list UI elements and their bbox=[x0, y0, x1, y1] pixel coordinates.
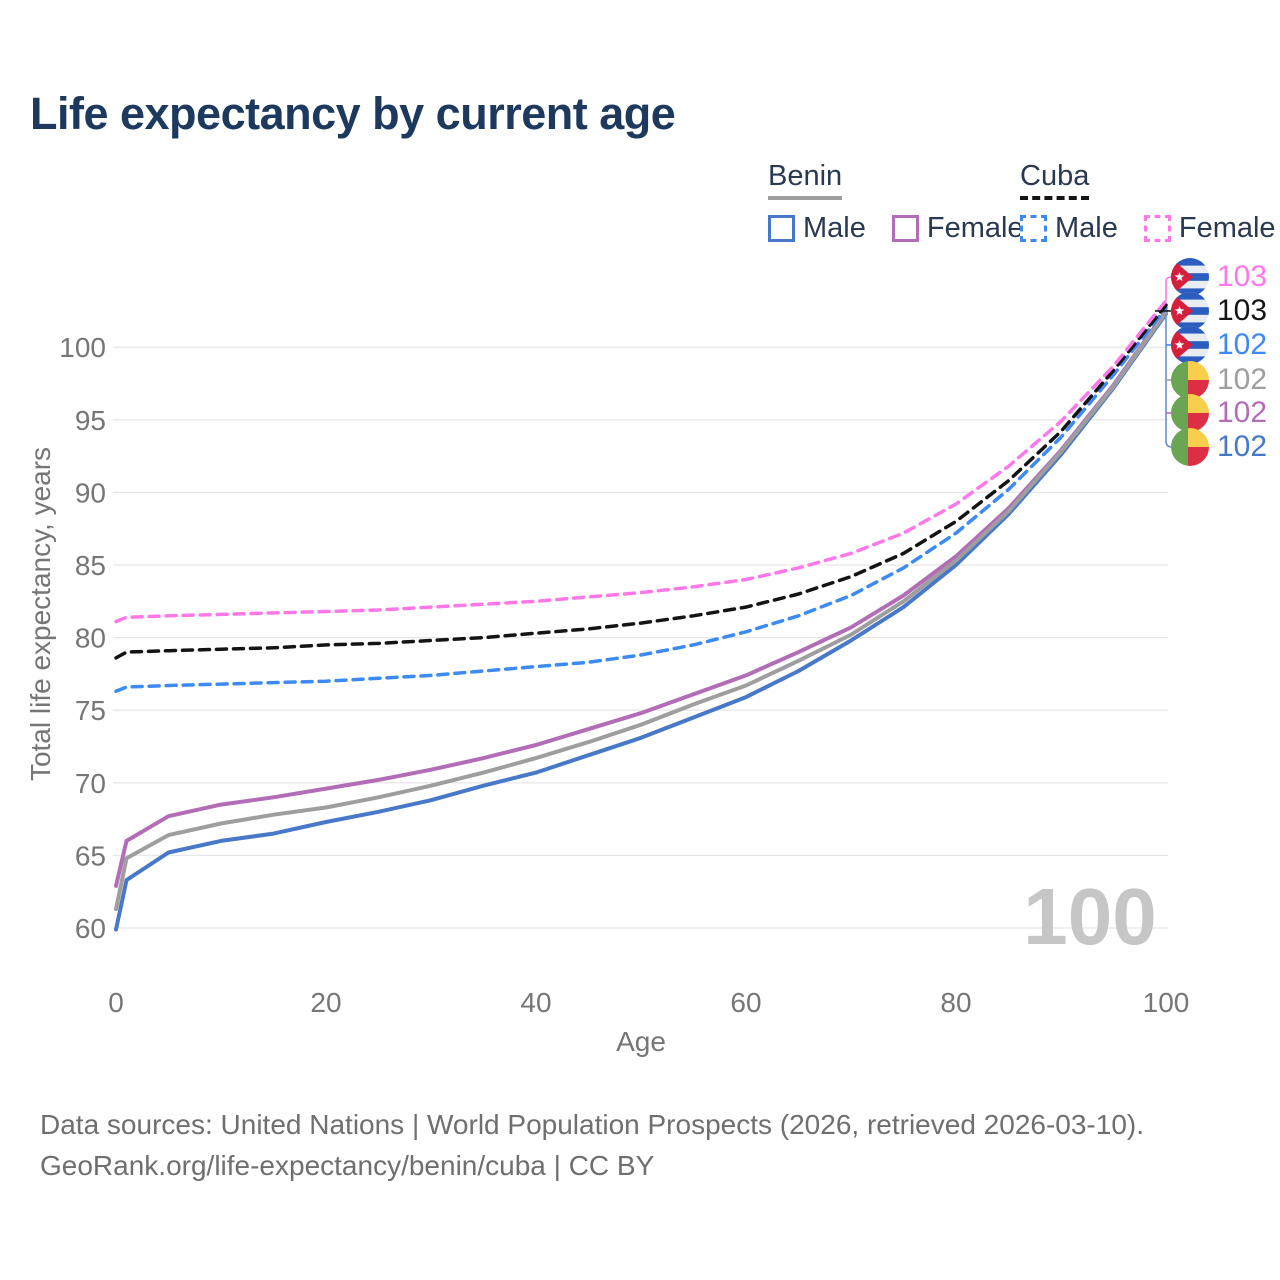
x-axis-title: Age bbox=[616, 1026, 666, 1057]
y-tick-label: 85 bbox=[75, 550, 106, 581]
footer-attribution-line: GeoRank.org/life-expectancy/benin/cuba |… bbox=[40, 1150, 655, 1181]
end-label-row: 102 bbox=[1171, 428, 1267, 466]
end-label-row: 103 bbox=[1171, 292, 1267, 330]
legend-item-label: Male bbox=[1055, 212, 1118, 244]
end-label-row: 102 bbox=[1171, 394, 1267, 432]
legend-group-title-cuba[interactable]: Cuba bbox=[1020, 160, 1090, 200]
y-tick-label: 95 bbox=[75, 405, 106, 436]
end-label-value: 103 bbox=[1217, 294, 1268, 327]
end-label-value: 103 bbox=[1217, 260, 1268, 293]
series-curves bbox=[114, 298, 1168, 932]
cuba-female-swatch-icon bbox=[1143, 215, 1171, 242]
y-tick-label: 70 bbox=[75, 768, 106, 799]
legend-item-cuba-female[interactable]: Female bbox=[1143, 212, 1276, 245]
cuba-flag-icon bbox=[1171, 326, 1209, 364]
end-label-value: 102 bbox=[1217, 396, 1268, 429]
y-tick-label: 90 bbox=[75, 477, 106, 508]
x-tick-label: 40 bbox=[520, 987, 551, 1018]
x-tick-label: 100 bbox=[1143, 987, 1190, 1018]
series-line-cuba-male[interactable] bbox=[114, 306, 1168, 694]
benin-female-swatch-icon bbox=[891, 215, 919, 242]
footer-source-line: Data sources: United Nations | World Pop… bbox=[40, 1109, 1145, 1140]
legend-item-label: Female bbox=[1178, 212, 1276, 244]
end-label-row: 102 bbox=[1171, 326, 1267, 364]
legend-group-benin: Benin Male Female bbox=[768, 160, 1024, 245]
benin-male-swatch-icon bbox=[768, 215, 795, 242]
leader-line bbox=[1165, 276, 1174, 301]
end-label-value: 102 bbox=[1217, 430, 1268, 463]
y-axis-title: Total life expectancy, years bbox=[25, 447, 56, 781]
y-tick-label: 60 bbox=[75, 913, 106, 944]
series-line-cuba-both-sexes[interactable] bbox=[114, 303, 1168, 660]
y-tick-label: 80 bbox=[75, 623, 106, 654]
x-tick-label: 0 bbox=[108, 987, 124, 1018]
cuba-male-swatch-icon bbox=[1020, 215, 1047, 242]
axis-ticks: 60 65 70 75 80 85 90 95 100 0 20 40 60 80 100 bbox=[59, 332, 1189, 1018]
footer: Data sources: United Nations | World Pop… bbox=[40, 1104, 1144, 1186]
legend-item-label: Female bbox=[926, 212, 1024, 244]
series-line-cuba-female[interactable] bbox=[114, 298, 1168, 624]
cuba-flag-icon bbox=[1171, 292, 1209, 330]
legend-item-benin-female[interactable]: Female bbox=[891, 212, 1024, 245]
end-label-row: 102 bbox=[1171, 361, 1267, 399]
gridlines bbox=[113, 346, 1168, 929]
page-title: Life expectancy by current age bbox=[30, 88, 676, 139]
end-label-value: 102 bbox=[1217, 328, 1268, 361]
y-tick-label: 65 bbox=[75, 840, 106, 871]
legend-group-title-benin[interactable]: Benin bbox=[768, 160, 843, 200]
legend-item-cuba-male[interactable]: Male bbox=[1020, 212, 1118, 245]
watermark-text: 100 bbox=[1023, 872, 1156, 961]
legend-item-benin-male[interactable]: Male bbox=[768, 212, 866, 245]
y-tick-label: 100 bbox=[59, 332, 106, 363]
x-tick-label: 20 bbox=[310, 987, 341, 1018]
benin-flag-icon bbox=[1171, 394, 1209, 432]
cuba-flag-icon bbox=[1171, 258, 1209, 296]
x-tick-label: 60 bbox=[730, 987, 761, 1018]
legend-group-cuba: Cuba Male Female bbox=[1020, 160, 1276, 245]
benin-flag-icon bbox=[1171, 428, 1209, 466]
x-tick-label: 80 bbox=[940, 987, 971, 1018]
series-line-benin-female[interactable] bbox=[114, 308, 1168, 888]
legend-item-label: Male bbox=[803, 212, 866, 244]
y-tick-label: 75 bbox=[75, 695, 106, 726]
end-label-value: 102 bbox=[1217, 363, 1268, 396]
end-label-row: 103 bbox=[1171, 258, 1267, 296]
series-line-benin-male[interactable] bbox=[114, 311, 1168, 932]
series-line-benin-both-sexes[interactable] bbox=[114, 310, 1168, 912]
